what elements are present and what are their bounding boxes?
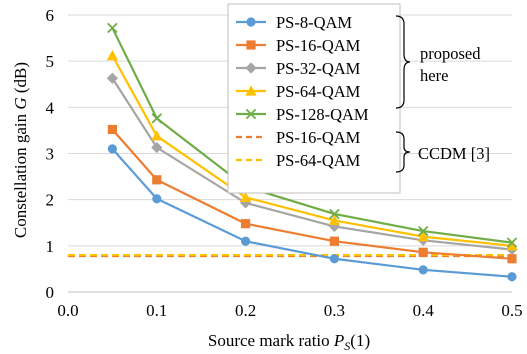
series-line (111, 128, 513, 260)
data-point (328, 214, 340, 226)
data-point (151, 130, 163, 141)
y-tick-label: 1 (46, 237, 55, 256)
data-point (106, 72, 118, 84)
data-point (106, 50, 118, 61)
data-point (507, 254, 517, 264)
legend-label: PS-16-QAM (276, 36, 361, 55)
x-axis-title: Source mark ratio PS(1) (208, 331, 370, 353)
legend-label: PS-64-QAM (276, 151, 361, 170)
x-tick-label: 0.1 (146, 301, 167, 320)
data-point (241, 236, 251, 246)
ccdm-brace (395, 131, 411, 173)
series-line (111, 27, 513, 244)
data-point (506, 237, 518, 248)
data-point (329, 208, 340, 220)
y-axis-title-var: G (11, 97, 30, 109)
data-point (240, 191, 252, 202)
series-line (111, 77, 513, 251)
data-point (507, 272, 517, 282)
data-point (241, 219, 251, 229)
x-axis-title-text: Source mark ratio (208, 331, 334, 350)
data-point (246, 40, 256, 50)
legend: PS-8-QAM PS-16-QAM PS-32-QAM PS-64-QAM PS-12… (236, 13, 369, 170)
data-point (246, 17, 256, 27)
series-line (111, 148, 513, 278)
data-point (417, 231, 429, 242)
x-tick-label: 0.0 (57, 301, 78, 320)
data-point (151, 113, 163, 124)
y-axis-title: Constellation gain G (dB) (11, 62, 30, 238)
legend-label: PS-16-QAM (276, 128, 361, 147)
reference-lines (68, 253, 512, 258)
data-point (245, 108, 257, 120)
proposed-annotation-line1: proposed (420, 44, 481, 63)
legend-label: PS-64-QAM (276, 82, 361, 101)
x-axis-title-var: P (333, 331, 344, 350)
y-tick-label: 5 (46, 52, 55, 71)
tick-labels: 0 1 2 3 4 5 6 0.0 0.1 0.2 0.3 0.4 0.5 (46, 6, 523, 320)
data-point (245, 85, 257, 96)
data-point (417, 225, 429, 237)
proposed-annotation-line2: here (420, 66, 448, 85)
legend-label: PS-128-QAM (276, 105, 369, 124)
y-axis-title-unit: (dB) (11, 62, 30, 97)
data-point (107, 124, 117, 135)
data-point (328, 220, 340, 233)
data-point (329, 236, 339, 246)
x-tick-label: 0.2 (235, 301, 256, 320)
y-tick-label: 3 (46, 145, 55, 164)
data-point (245, 62, 257, 74)
legend-label: PS-8-QAM (276, 13, 352, 32)
data-point (418, 247, 428, 257)
data-point (152, 194, 162, 204)
y-tick-label: 0 (46, 283, 55, 302)
x-axis-title-sub: S (344, 339, 350, 353)
x-tick-label: 0.5 (501, 301, 522, 320)
legend-label: PS-32-QAM (276, 59, 361, 78)
series-group (106, 22, 518, 282)
x-axis-title-suffix: (1) (350, 331, 370, 350)
y-tick-label: 4 (46, 98, 55, 117)
data-point (107, 144, 117, 154)
y-tick-label: 6 (46, 6, 55, 25)
data-point (418, 265, 428, 275)
data-point (151, 141, 163, 154)
x-tick-label: 0.3 (324, 301, 345, 320)
legend-box (227, 3, 401, 194)
proposed-brace (395, 15, 411, 109)
series-line (111, 55, 513, 247)
y-axis-title-pre: Constellation gain (11, 110, 30, 238)
data-point (107, 22, 118, 34)
data-point (152, 175, 162, 185)
data-point (506, 240, 518, 251)
ccdm-annotation: CCDM [3] (418, 144, 490, 163)
y-tick-label: 2 (46, 191, 55, 210)
data-point (329, 254, 339, 264)
x-tick-label: 0.4 (413, 301, 435, 320)
